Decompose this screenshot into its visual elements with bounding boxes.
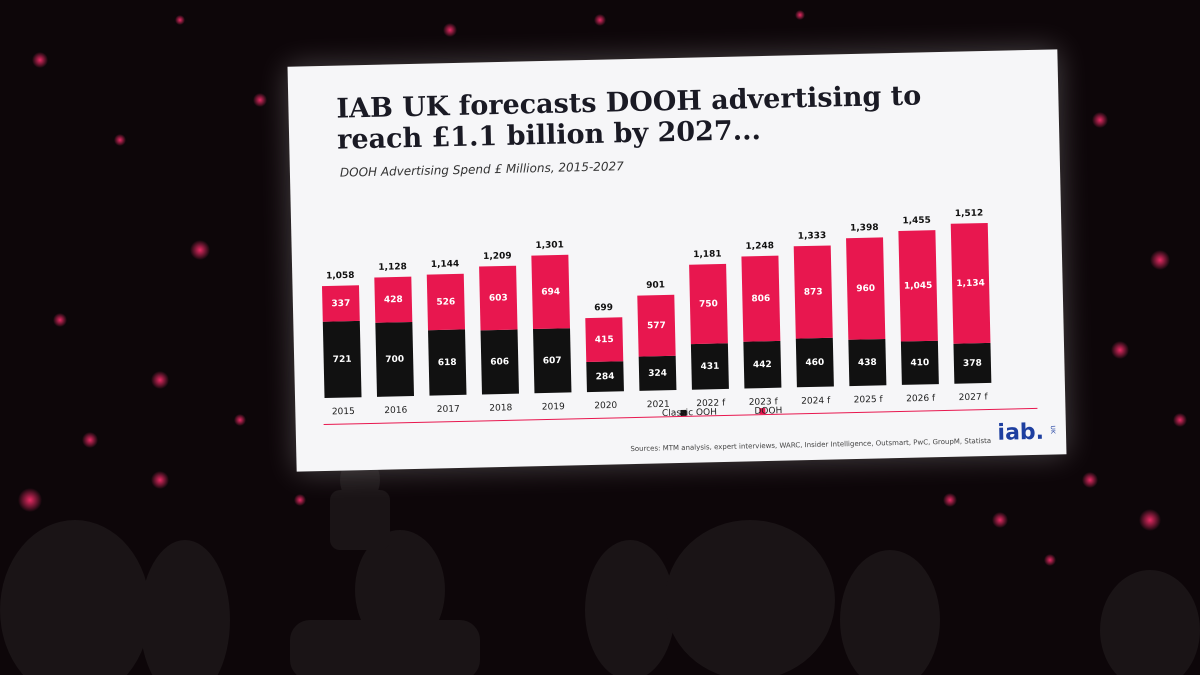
x-tick-label: 2019 [542, 402, 565, 413]
bar-segment [479, 265, 518, 331]
data-label: 873 [804, 287, 823, 297]
total-label: 1,181 [693, 250, 722, 261]
total-label: 1,248 [745, 241, 774, 252]
bar-segment [428, 329, 467, 396]
bar-segment [793, 245, 833, 339]
x-tick-label: 2015 [332, 407, 355, 418]
total-label: 1,128 [378, 262, 407, 273]
bar-segment [953, 342, 992, 384]
bar-segment [900, 340, 939, 385]
bar-segment [950, 222, 991, 344]
bar-segment [848, 338, 887, 387]
data-label: 607 [543, 356, 562, 366]
data-label: 603 [489, 293, 508, 303]
x-tick-label: 2017 [437, 404, 460, 415]
total-label: 1,144 [431, 259, 460, 270]
bar-segment [585, 317, 624, 363]
bar-segment [586, 361, 624, 393]
bar-segment [743, 340, 782, 389]
data-label: 438 [858, 358, 877, 368]
total-label: 1,455 [902, 216, 931, 227]
data-label: 526 [436, 297, 455, 307]
data-label: 284 [596, 372, 615, 382]
total-label: 1,058 [326, 271, 355, 282]
data-label: 960 [856, 284, 875, 294]
data-label: 442 [753, 360, 772, 370]
data-label: 410 [910, 358, 929, 368]
total-label: 1,209 [483, 251, 512, 262]
bar-segment [689, 263, 728, 345]
x-tick-label: 2022 f [696, 398, 726, 409]
data-label: 694 [541, 287, 560, 297]
x-tick-label: 2020 [594, 401, 617, 412]
data-label: 324 [648, 369, 667, 379]
x-tick-label: 2027 f [959, 392, 989, 403]
bar-segment [638, 355, 677, 391]
data-label: 618 [438, 358, 457, 368]
bar-segment [321, 285, 360, 322]
data-label: 606 [490, 357, 509, 367]
slide: IAB UK forecasts DOOH advertising to rea… [287, 49, 1067, 472]
bar-segment [531, 254, 571, 330]
data-label: 806 [751, 294, 770, 304]
total-label: 1,301 [535, 240, 564, 251]
bar-segment [741, 255, 781, 342]
bar-segment [898, 230, 938, 342]
legend-swatch [680, 409, 687, 416]
x-tick-label: 2016 [384, 406, 407, 417]
legend-label: DOOH [754, 406, 782, 417]
bar-segment [426, 273, 466, 331]
logo: iab. [997, 419, 1045, 446]
data-label: 1,045 [904, 281, 933, 292]
logo-region: UK [1048, 425, 1057, 434]
data-label: 577 [647, 321, 666, 331]
chart-subtitle: DOOH Advertising Spend £ Millions, 2015-… [339, 159, 624, 180]
data-label: 460 [805, 358, 824, 368]
legend-swatch [759, 408, 766, 415]
data-label: 415 [595, 335, 614, 345]
bar-segment [375, 321, 415, 397]
total-label: 1,398 [850, 223, 879, 234]
total-label: 1,333 [798, 231, 827, 242]
bar-segment [480, 329, 519, 395]
total-label: 901 [646, 280, 665, 290]
data-label: 378 [963, 359, 982, 369]
total-label: 1,512 [955, 209, 984, 220]
bar-segment [374, 276, 413, 323]
x-tick-label: 2021 [647, 400, 670, 411]
bar-segment [795, 337, 834, 388]
x-tick-label: 2018 [489, 403, 512, 414]
bar-segment [533, 328, 572, 394]
x-tick-label: 2025 f [854, 395, 884, 406]
data-label: 700 [385, 355, 404, 365]
data-label: 750 [699, 299, 718, 309]
data-label: 428 [384, 295, 403, 305]
bar-segment [690, 343, 729, 390]
bar-segment [846, 237, 886, 340]
x-tick-label: 2026 f [906, 394, 936, 405]
x-tick-label: 2024 f [801, 396, 831, 407]
chart-title: IAB UK forecasts DOOH advertising to rea… [336, 80, 922, 156]
total-label: 699 [594, 303, 613, 313]
bar-segment [322, 320, 362, 399]
legend-label: Classic OOH [662, 408, 717, 419]
chart: 721 337 1,058 2015 700 428 1,128 2016 618 526 1,14… [321, 209, 992, 419]
data-label: 721 [333, 355, 352, 365]
sources: Sources: MTM analysis, expert interviews… [630, 436, 992, 454]
data-label: 337 [331, 299, 350, 309]
data-label: 431 [700, 362, 719, 372]
data-label: 1,134 [956, 279, 985, 290]
x-tick-label: 2023 f [749, 397, 779, 408]
bar-segment [637, 294, 676, 357]
